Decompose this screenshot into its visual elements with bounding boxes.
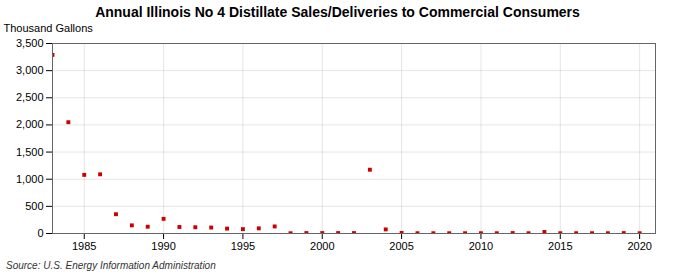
svg-text:1,000: 1,000 xyxy=(16,173,44,185)
svg-text:2005: 2005 xyxy=(389,240,413,252)
svg-text:1,500: 1,500 xyxy=(16,146,44,158)
svg-text:2,000: 2,000 xyxy=(16,118,44,130)
svg-text:1990: 1990 xyxy=(151,240,175,252)
svg-text:Thousand Gallons: Thousand Gallons xyxy=(4,22,94,34)
svg-text:2,500: 2,500 xyxy=(16,91,44,103)
svg-text:2015: 2015 xyxy=(548,240,572,252)
svg-text:500: 500 xyxy=(25,200,43,212)
svg-text:2010: 2010 xyxy=(469,240,493,252)
svg-text:1985: 1985 xyxy=(72,240,96,252)
html-text:Source: U.S. Energy Informatio: Source: U.S. Energy Information Administ… xyxy=(6,260,216,271)
svg-text:2020: 2020 xyxy=(627,240,651,252)
svg-text:3,500: 3,500 xyxy=(16,37,44,49)
svg-text:2000: 2000 xyxy=(310,240,334,252)
svg-text:3,000: 3,000 xyxy=(16,64,44,76)
svg-text:0: 0 xyxy=(37,227,43,239)
html-text:Annual Illinois No 4 Distillat: Annual Illinois No 4 Distillate Sales/De… xyxy=(95,4,580,20)
svg-text:1995: 1995 xyxy=(231,240,255,252)
